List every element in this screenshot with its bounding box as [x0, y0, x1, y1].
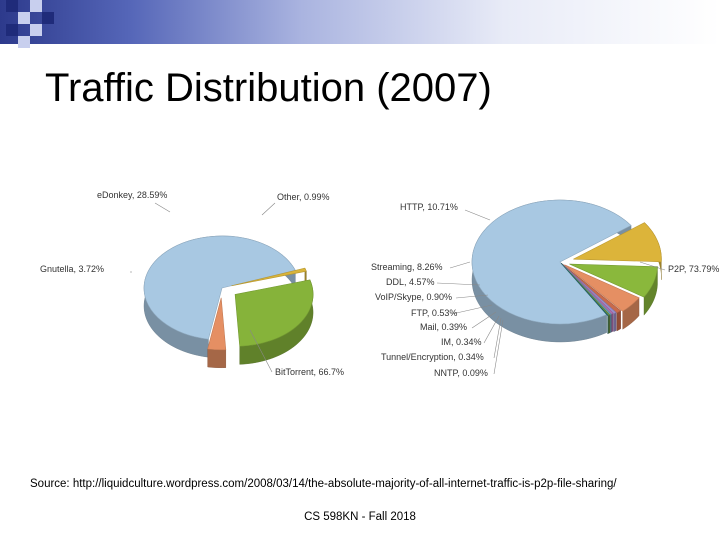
pie-slice-side	[613, 312, 617, 333]
pie-slice-side	[611, 312, 614, 333]
leader-line	[639, 261, 666, 271]
pie-slice-label: FTP, 0.53%	[411, 308, 457, 318]
leader-line	[483, 315, 500, 344]
leader-line	[436, 282, 481, 286]
checker-square	[42, 12, 54, 24]
pie-slice-label: IM, 0.34%	[441, 337, 482, 347]
pie-slice	[564, 264, 640, 312]
pie-slice	[562, 263, 622, 314]
leader-line	[464, 209, 491, 221]
slide-footer: CS 598KN - Fall 2018	[304, 511, 416, 523]
pie-slice	[560, 262, 609, 317]
pie-slice-label: Gnutella, 3.72%	[40, 264, 104, 274]
pie-slice-label: HTTP, 10.71%	[400, 202, 458, 212]
leader-line	[471, 311, 497, 329]
checker-square	[18, 12, 30, 24]
leader-line	[493, 317, 502, 359]
pie-slice-side	[616, 310, 621, 332]
leader-line	[455, 294, 489, 299]
checker-square	[30, 0, 42, 12]
pie-slice	[573, 222, 662, 263]
pie-slice-label: VoIP/Skype, 0.90%	[375, 292, 452, 302]
leader-line	[493, 319, 504, 375]
leader-line	[249, 329, 273, 373]
pie-slice-label: DDL, 4.57%	[386, 277, 435, 287]
leader-line	[261, 202, 276, 216]
pie-slice-side	[207, 348, 227, 368]
pie-slice	[561, 263, 617, 315]
pie-slice	[234, 279, 314, 347]
pie-slice-label: BitTorrent, 66.7%	[275, 367, 344, 377]
source-citation: Source: http://liquidculture.wordpress.c…	[30, 478, 617, 490]
pie-slice	[143, 235, 296, 340]
pie-slice-label: P2P, 73.79%	[668, 264, 719, 274]
pie-slice-label: Other, 0.99%	[277, 192, 330, 202]
pie-slice	[207, 297, 227, 351]
pie-slice-side	[609, 313, 612, 334]
leader-line	[449, 261, 471, 269]
checker-square	[18, 36, 30, 48]
pie-slice	[231, 267, 307, 287]
pie-slice	[471, 199, 632, 325]
pie-slice-label: Streaming, 8.26%	[371, 262, 443, 272]
pie-slice-label: Mail, 0.39%	[420, 322, 467, 332]
leader-line	[451, 304, 493, 315]
checker-square	[6, 0, 18, 12]
pie-slice-label: eDonkey, 28.59%	[97, 190, 167, 200]
header-band	[0, 0, 720, 44]
pie-slice-label: Tunnel/Encryption, 0.34%	[381, 352, 484, 362]
pie-slice	[569, 263, 658, 298]
checker-square	[30, 24, 42, 36]
pie-slice-side	[607, 314, 610, 334]
slide-title: Traffic Distribution (2007)	[45, 66, 492, 110]
leader-line	[154, 202, 171, 213]
checker-square	[6, 24, 18, 36]
pie-slice-label: NNTP, 0.09%	[434, 368, 488, 378]
